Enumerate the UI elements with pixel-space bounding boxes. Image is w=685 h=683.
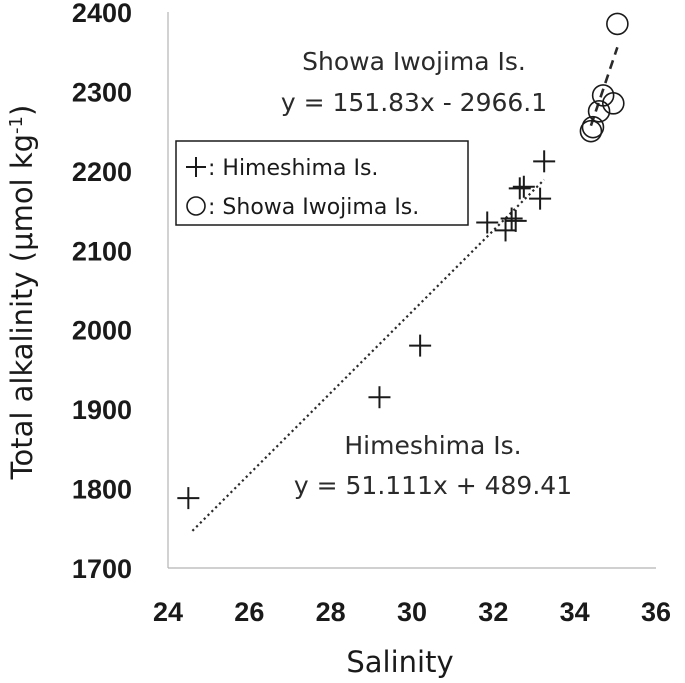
data-point-circle (579, 119, 603, 143)
showa-trend-equation: y = 151.83x - 2966.1 (281, 88, 547, 117)
x-tick-label: 36 (641, 597, 671, 627)
legend-label-showa: : Showa Iwojima Is. (208, 195, 419, 220)
trend-lines (191, 46, 619, 532)
data-point-plus (529, 187, 552, 210)
data-point-circle (581, 115, 605, 139)
data-point-plus (504, 209, 527, 232)
data-point-plus (533, 150, 556, 173)
y-tick-label: 1800 (72, 475, 132, 505)
data-point-plus (512, 175, 535, 198)
data-point-plus (409, 334, 432, 357)
data-points (177, 12, 629, 510)
y-tick-label: 1700 (72, 554, 132, 584)
legend: : Himeshima Is. : Showa Iwojima Is. (175, 140, 469, 226)
x-tick-label: 28 (316, 597, 346, 627)
data-point-plus (177, 487, 200, 510)
data-point-plus (494, 219, 517, 242)
legend-label-himeshima: : Himeshima Is. (208, 156, 378, 181)
himeshima-trend-equation: y = 51.111x + 489.41 (294, 471, 572, 500)
y-tick-label: 1900 (72, 395, 132, 425)
x-tick-label: 32 (478, 597, 508, 627)
legend-circle-marker-icon (186, 196, 206, 216)
y-axis-label-unit-exponent: -1 (6, 116, 27, 134)
y-tick-label: 2000 (72, 316, 132, 346)
y-tick-label: 2200 (72, 157, 132, 187)
y-tick-label: 2100 (72, 236, 132, 266)
legend-plus-marker-icon (186, 157, 206, 177)
y-tick-label: 2300 (72, 77, 132, 107)
x-tick-label: 30 (397, 597, 427, 627)
data-point-circle (587, 99, 611, 123)
legend-box (175, 140, 469, 226)
y-tick-label: 2400 (72, 0, 132, 28)
data-point-plus (476, 211, 499, 234)
axes (167, 12, 656, 569)
tick-labels: 24 26 28 30 32 34 36 1700 1800 1900 2000 2100 2200 23… (72, 0, 671, 627)
himeshima-annotation-title: Himeshima Is. (344, 431, 521, 460)
y-axis-label: Total alkalinity (μmol kg-1) (5, 105, 39, 481)
x-tick-label: 26 (234, 597, 264, 627)
y-axis-label-text: Total alkalinity (μmol kg (5, 134, 39, 480)
x-tick-label: 24 (153, 597, 183, 627)
showa-annotation-title: Showa Iwojima Is. (302, 47, 526, 76)
y-axis-label-close: ) (5, 105, 39, 116)
showa-trend-line (589, 46, 619, 127)
data-point-plus (508, 177, 531, 200)
data-point-plus (368, 386, 391, 409)
x-tick-label: 34 (560, 597, 590, 627)
himeshima-trend-line (191, 178, 545, 532)
data-point-plus (500, 207, 523, 230)
data-point-circle (601, 92, 625, 115)
x-axis-label: Salinity (346, 645, 453, 679)
data-point-circle (606, 12, 629, 36)
